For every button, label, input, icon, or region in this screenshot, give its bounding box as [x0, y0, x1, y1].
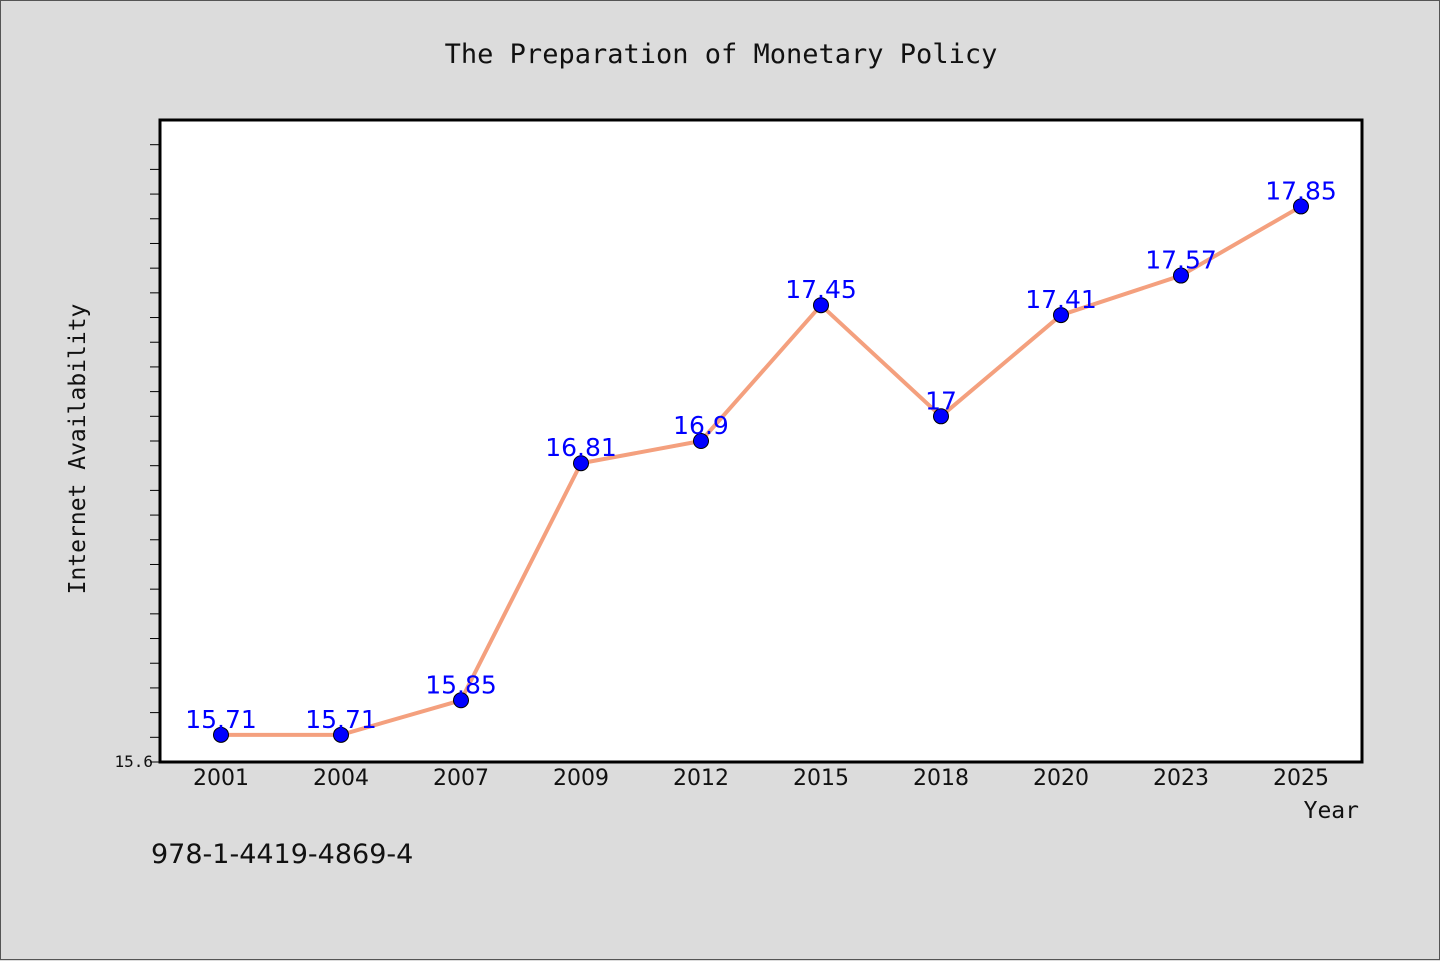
x-tick-label: 2009: [553, 766, 609, 791]
data-point: [693, 433, 709, 449]
series-layer: 15.71 15.71 15.85 16.81 16.9 17.45 17 17.41 17.5…: [185, 176, 1337, 743]
data-label: 16.9: [673, 411, 729, 440]
data-point: [573, 455, 589, 472]
series-line: [221, 204, 1302, 737]
y-axis-label: Internet Availability: [65, 304, 91, 595]
data-label: 17.57: [1145, 246, 1217, 275]
data-label: 15.85: [425, 670, 497, 699]
data-label: 17.45: [785, 275, 857, 304]
data-point: [1053, 307, 1069, 324]
x-tick-label: 2015: [793, 766, 849, 791]
data-point: [213, 726, 229, 743]
x-tick-label: 2007: [433, 766, 489, 791]
data-label: 16.81: [545, 433, 617, 462]
data-point: [1173, 267, 1189, 284]
x-tick-label: 2023: [1153, 766, 1209, 791]
x-axis-label: Year: [1304, 798, 1359, 824]
x-tick-label: 2025: [1273, 766, 1329, 791]
x-tick-label: 2018: [913, 766, 969, 791]
data-point: [933, 408, 949, 425]
data-point: [1293, 198, 1309, 215]
y-tick-label-min: 15.6: [114, 752, 153, 771]
isbn-text: 978-1-4419-4869-4: [151, 839, 413, 870]
plot-area: [158, 118, 1364, 764]
x-tick-label: 2020: [1033, 766, 1089, 791]
data-point: [813, 297, 829, 314]
chart-title: The Preparation of Monetary Policy: [445, 39, 998, 70]
data-label: 17.41: [1025, 285, 1097, 314]
data-label: 15.71: [185, 705, 257, 734]
data-label: 17.85: [1265, 176, 1337, 205]
data-point: [453, 692, 469, 709]
y-axis-ticks: [150, 144, 160, 763]
x-tick-label: 2001: [193, 766, 249, 791]
data-label: 17: [925, 386, 957, 415]
x-tick-label: 2004: [313, 766, 369, 791]
x-axis-ticks: 2001 2004 2007 2009 2012 2015 2018 2020 2023 2025: [193, 766, 1329, 791]
data-point: [333, 726, 349, 743]
data-label: 15.71: [305, 705, 377, 734]
x-tick-label: 2012: [673, 766, 729, 791]
